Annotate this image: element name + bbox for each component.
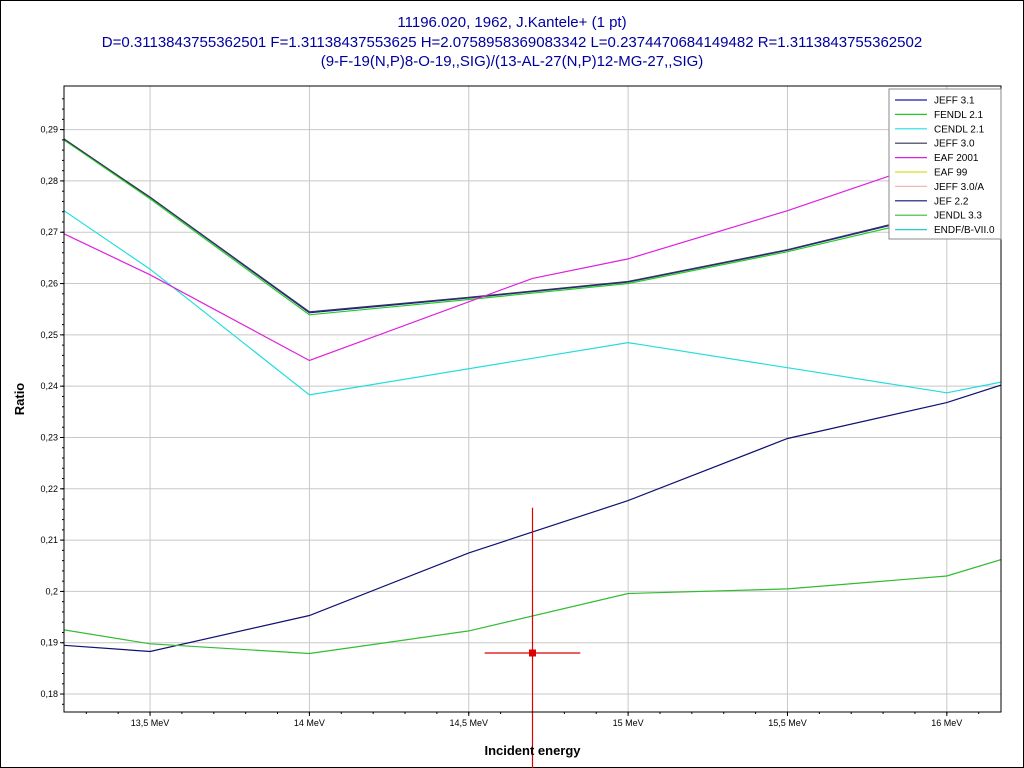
y-tick-label: 0,23 — [40, 432, 58, 442]
y-tick-label: 0,25 — [40, 330, 58, 340]
x-tick-label: 15,5 MeV — [768, 718, 807, 728]
legend-entry-label: JEFF 3.1 — [934, 96, 975, 107]
y-tick-label: 0,24 — [40, 381, 58, 391]
legend-entry-label: EAF 2001 — [934, 153, 979, 164]
y-tick-label: 0,2 — [45, 586, 58, 596]
legend-entry-label: CENDL 2.1 — [934, 124, 985, 135]
legend-entry-label: JEFF 3.0 — [934, 139, 975, 150]
experimental-point-group — [484, 507, 581, 768]
y-tick-label: 0,19 — [40, 638, 58, 648]
legend-entry-label: JEFF 3.0/A — [934, 182, 984, 193]
series-line-eaf-2001 — [64, 155, 947, 362]
x-axis-label: Incident energy — [484, 743, 581, 758]
plot-border — [63, 85, 1002, 713]
y-axis-label: Ratio — [12, 383, 27, 416]
x-tick-label: 16 MeV — [931, 718, 962, 728]
y-tick-label: 0,21 — [40, 535, 58, 545]
experimental-data-point — [529, 649, 536, 657]
legend-entry-label: JENDL 3.3 — [934, 211, 982, 222]
series-line-jendl-3-3 — [64, 559, 1001, 655]
chart-title-line-1: 11196.020, 1962, J.Kantele+ (1 pt) — [397, 14, 627, 31]
chart-title-line-2: D=0.3113843755362501 F=1.31138437553625 … — [101, 34, 923, 51]
x-tick-label: 14,5 MeV — [449, 718, 488, 728]
x-tick-label: 13,5 MeV — [131, 718, 170, 728]
y-tick-label: 0,27 — [40, 227, 58, 237]
x-tick-label: 15 MeV — [613, 718, 644, 728]
y-tick-label: 0,28 — [40, 176, 58, 186]
legend-entry-label: FENDL 2.1 — [934, 110, 984, 121]
series-line-cendl-2-1 — [64, 210, 1001, 396]
y-tick-label: 0,18 — [40, 689, 58, 699]
y-tick-label: 0,22 — [40, 484, 58, 494]
legend: JEFF 3.1 FENDL 2.1 CENDL 2.1 JEFF 3.0 EAF 20… — [888, 88, 1002, 240]
y-tick-label: 0,26 — [40, 279, 58, 289]
x-tick-label: 14 MeV — [294, 718, 325, 728]
y-tick-label: 0,29 — [40, 125, 58, 135]
legend-entry-label: JEF 2.2 — [934, 196, 969, 207]
grid-lines — [64, 86, 1001, 712]
legend-entry-label: ENDF/B-VII.0 — [934, 225, 995, 236]
legend-entry-label: EAF 99 — [934, 168, 968, 179]
chart-title-line-3: (9-F-19(N,P)8-O-19,,SIG)/(13-AL-27(N,P)1… — [320, 53, 704, 70]
